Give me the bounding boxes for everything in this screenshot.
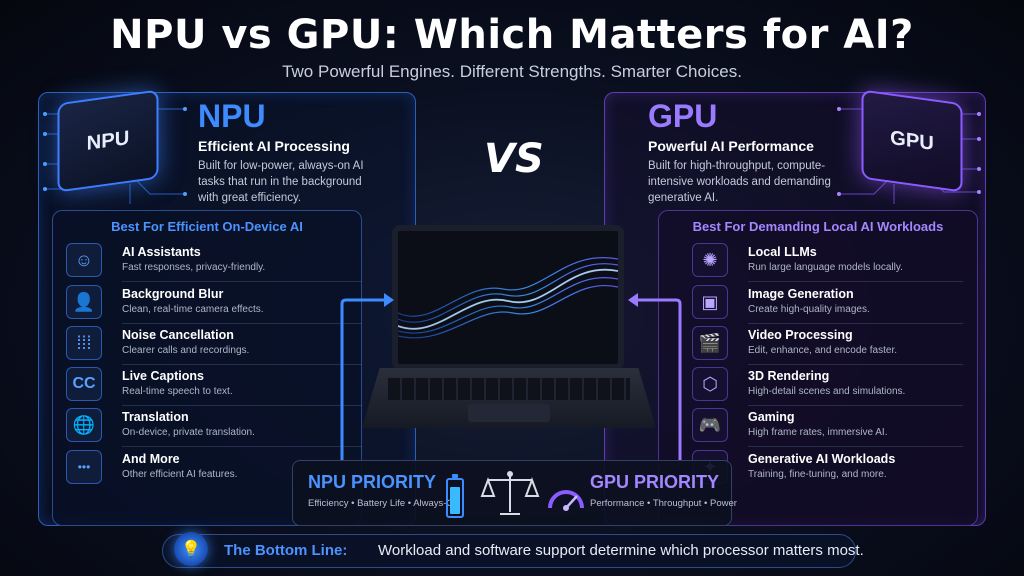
npu-item-ai-assistants: ☺ AI Assistants Fast responses, privacy-… — [66, 243, 362, 283]
chat-bubble-icon: ☺ — [66, 243, 102, 277]
gpu-arrow-icon — [628, 293, 682, 460]
brain-icon: ✺ — [692, 243, 728, 277]
page-subtitle: Two Powerful Engines. Different Strength… — [282, 62, 742, 81]
battery-fill — [450, 487, 460, 514]
divider — [748, 405, 963, 406]
divider — [122, 281, 362, 282]
list-item-title: AI Assistants — [122, 245, 201, 259]
list-item-title: Image Generation — [748, 287, 854, 301]
gpu-item-video-processing: 🎬 Video Processing Edit, enhance, and en… — [692, 326, 972, 366]
divider — [122, 364, 362, 365]
laptop-trackpad — [468, 404, 550, 422]
lightbulb-icon: 💡 — [174, 532, 208, 566]
list-item-desc: Training, fine-tuning, and more. — [748, 469, 887, 480]
data-wave-graphic — [398, 257, 618, 339]
gpu-item-3d-rendering: ⬡ 3D Rendering High-detail scenes and si… — [692, 367, 972, 407]
list-item-desc: On-device, private translation. — [122, 427, 255, 438]
list-item-title: Video Processing — [748, 328, 853, 342]
npu-best-for-title: Best For Efficient On-Device AI — [111, 219, 303, 234]
npu-item-live-captions: CC Live Captions Real-time speech to tex… — [66, 367, 362, 407]
gpu-item-image-generation: ▣ Image Generation Create high-quality i… — [692, 285, 972, 325]
list-item-desc: Clean, real-time camera effects. — [122, 304, 264, 315]
divider — [748, 281, 963, 282]
list-item-desc: Real-time speech to text. — [122, 386, 233, 397]
gpu-priority-title: GPU PRIORITY — [590, 472, 720, 492]
npu-priority-title: NPU PRIORITY — [308, 472, 437, 492]
list-item-title: 3D Rendering — [748, 369, 830, 383]
list-item-title: Background Blur — [122, 287, 224, 301]
clapperboard-icon: 🎬 — [692, 326, 728, 360]
speedometer-icon — [548, 490, 584, 511]
npu-description: Built for low-power, always-on AI tasks … — [198, 160, 364, 204]
balance-scale-icon — [480, 471, 540, 515]
list-item-title: Translation — [122, 410, 189, 424]
npu-heading: NPU — [198, 98, 266, 134]
npu-item-translation: 🌐 Translation On-device, private transla… — [66, 408, 362, 448]
laptop-screen — [392, 225, 624, 370]
globe-icon: 🌐 — [66, 408, 102, 442]
list-item-title: Local LLMs — [748, 245, 817, 259]
list-item-desc: Fast responses, privacy-friendly. — [122, 262, 266, 273]
laptop-keyboard — [388, 378, 630, 400]
gpu-item-local-llms: ✺ Local LLMs Run large language models l… — [692, 243, 972, 283]
divider — [748, 323, 963, 324]
divider — [122, 405, 362, 406]
gpu-best-for-title: Best For Demanding Local AI Workloads — [692, 219, 944, 234]
gpu-item-gaming: 🎮 Gaming High frame rates, immersive AI. — [692, 408, 972, 448]
list-item-title: Live Captions — [122, 369, 204, 383]
divider — [748, 364, 963, 365]
bottom-line-label: The Bottom Line: — [224, 542, 348, 559]
gamepad-icon: 🎮 — [692, 408, 728, 442]
person-icon: 👤 — [66, 285, 102, 319]
page-title: NPU vs GPU: Which Matters for AI? — [110, 12, 914, 58]
npu-subheading: Efficient AI Processing — [198, 138, 350, 154]
npu-item-and-more: ••• And More Other efficient AI features… — [66, 450, 356, 490]
list-item-desc: Other efficient AI features. — [122, 469, 238, 480]
list-item-desc: Run large language models locally. — [748, 262, 903, 273]
cube-icon: ⬡ — [692, 367, 728, 401]
closed-captions-icon: CC — [66, 367, 102, 401]
bottom-line-text: Workload and software support determine … — [378, 542, 864, 559]
list-item-title: And More — [122, 452, 180, 466]
npu-item-noise-cancellation: ⁞⁞⁞ Noise Cancellation Clearer calls and… — [66, 326, 362, 366]
vs-label: VS — [484, 136, 544, 182]
list-item-desc: Edit, enhance, and encode faster. — [748, 345, 897, 356]
list-item-title: Gaming — [748, 410, 795, 424]
list-item-title: Noise Cancellation — [122, 328, 234, 342]
gpu-heading: GPU — [648, 98, 718, 134]
list-item-desc: High frame rates, immersive AI. — [748, 427, 888, 438]
gpu-chip-icon: GPU — [861, 89, 963, 193]
npu-item-background-blur: 👤 Background Blur Clean, real-time camer… — [66, 285, 362, 325]
divider — [122, 446, 362, 447]
gpu-description: Built for high-throughput, compute-inten… — [648, 160, 831, 204]
image-icon: ▣ — [692, 285, 728, 319]
sound-wave-icon: ⁞⁞⁞ — [66, 326, 102, 360]
more-dots-icon: ••• — [66, 450, 102, 484]
list-item-title: Generative AI Workloads — [748, 452, 896, 466]
npu-arrow-icon — [340, 293, 394, 460]
list-item-desc: Clearer calls and recordings. — [122, 345, 250, 356]
bottom-line-banner — [162, 534, 856, 568]
gpu-subheading: Powerful AI Performance — [648, 138, 814, 154]
list-item-desc: High-detail scenes and simulations. — [748, 386, 906, 397]
gpu-item-generative-ai: ✦ Generative AI Workloads Training, fine… — [692, 450, 972, 490]
npu-priority-desc: Efficiency • Battery Life • Always-On — [308, 498, 460, 509]
npu-chip-icon: NPU — [57, 89, 159, 193]
gpu-priority-desc: Performance • Throughput • Power — [590, 498, 737, 509]
battery-icon — [446, 474, 464, 518]
divider — [122, 323, 362, 324]
divider — [748, 446, 963, 447]
list-item-desc: Create high-quality images. — [748, 304, 870, 315]
